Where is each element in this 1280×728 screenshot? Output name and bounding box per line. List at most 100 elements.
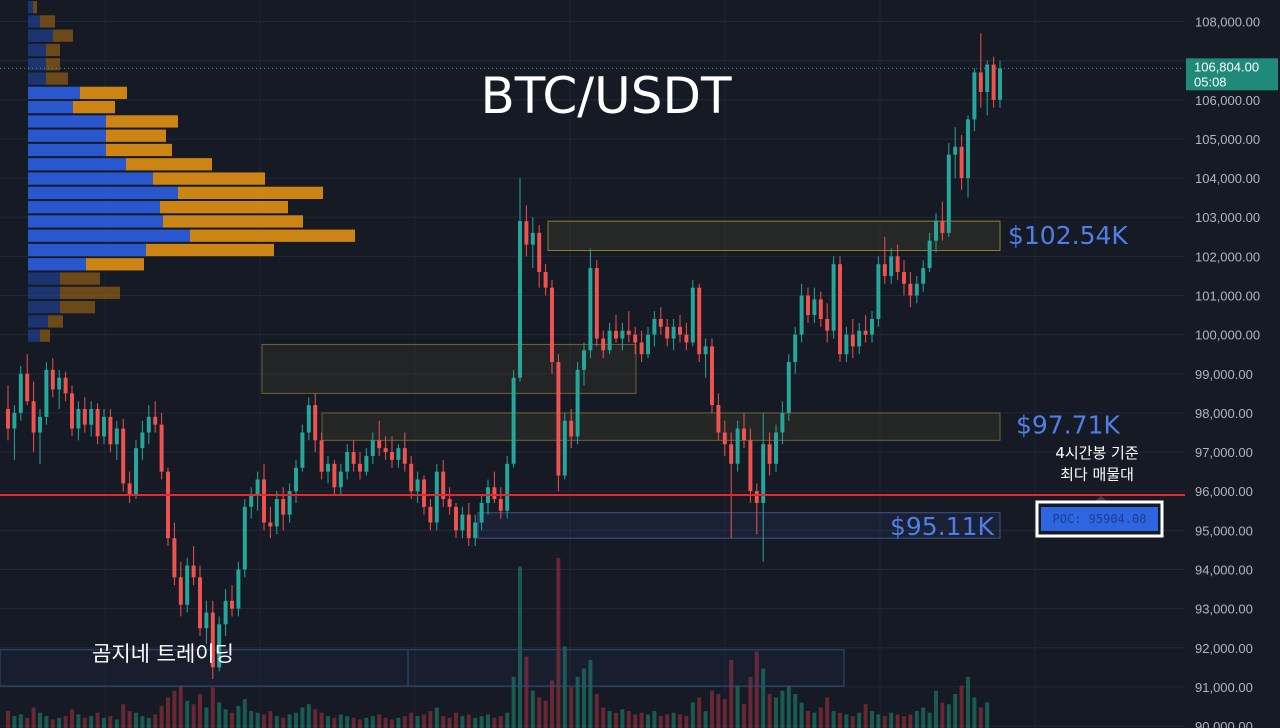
candle-body xyxy=(556,362,561,476)
volume-bar xyxy=(185,700,190,728)
volume-bar xyxy=(441,716,446,728)
volume-bar xyxy=(460,716,465,728)
candle-body xyxy=(991,64,996,100)
volume-bar xyxy=(722,699,727,728)
candle-body xyxy=(863,330,868,335)
candle-body xyxy=(966,119,970,179)
volume-bar xyxy=(594,694,599,728)
candle-body xyxy=(127,483,132,496)
volume-bar xyxy=(934,690,938,728)
candle-body xyxy=(326,463,330,472)
candle-body xyxy=(857,330,862,347)
candle-body xyxy=(601,338,606,351)
volume-bar xyxy=(274,716,279,728)
candle-body xyxy=(223,600,228,625)
candle-body xyxy=(537,232,542,273)
volume-bar xyxy=(249,711,254,728)
volume-bar xyxy=(50,719,55,728)
level-zone xyxy=(321,412,1001,441)
volume-profile-buy-bar xyxy=(28,272,60,285)
y-tick-label: 94,000.00 xyxy=(1195,562,1253,577)
candle-body xyxy=(562,420,567,476)
y-tick-label: 98,000.00 xyxy=(1195,406,1253,421)
y-tick-label: 100,000.00 xyxy=(1195,328,1260,343)
candle-body xyxy=(761,444,766,503)
volume-bar xyxy=(166,697,170,728)
volume-profile-sell-bar xyxy=(106,115,178,128)
candle-body xyxy=(460,514,465,531)
volume-profile-buy-bar xyxy=(28,29,53,42)
candle-body xyxy=(710,346,714,406)
poc-box xyxy=(1041,507,1158,531)
candle-body xyxy=(6,409,10,429)
volume-bar xyxy=(114,719,119,728)
candle-body xyxy=(50,369,55,390)
candle-body xyxy=(620,330,625,339)
volume-bar xyxy=(639,712,644,728)
volume-bar xyxy=(902,716,906,728)
y-tick-label: 101,000.00 xyxy=(1195,289,1260,304)
candle-body xyxy=(25,373,30,402)
volume-bar xyxy=(665,714,670,728)
candle-body xyxy=(588,268,593,351)
volume-bar xyxy=(556,558,561,728)
volume-bar xyxy=(658,716,663,728)
candle-body xyxy=(230,600,234,609)
candle-body xyxy=(985,64,990,92)
volume-bar xyxy=(466,714,471,728)
volume-bar xyxy=(620,709,625,728)
candle-body xyxy=(377,440,382,449)
volume-profile-buy-bar xyxy=(28,258,86,271)
volume-profile-sell-bar xyxy=(126,158,212,171)
volume-bar xyxy=(153,714,158,728)
candle-body xyxy=(972,72,977,120)
volume-bar xyxy=(63,716,68,728)
volume-bar xyxy=(562,646,567,728)
candle-body xyxy=(940,221,945,233)
volume-bar xyxy=(76,714,81,728)
volume-bar xyxy=(281,717,286,728)
volume-bar xyxy=(812,712,817,728)
candle-body xyxy=(665,326,670,339)
candle-body xyxy=(358,463,362,472)
volume-bar xyxy=(703,711,708,728)
volume-bar xyxy=(217,702,222,728)
candle-body xyxy=(454,506,458,531)
volume-profile xyxy=(28,1,355,342)
volume-bar xyxy=(121,704,126,728)
last-price-tag xyxy=(1186,58,1278,91)
volume-profile-sell-bar xyxy=(48,315,63,328)
poc-note-line1: 4시간봉 기준 xyxy=(1055,444,1139,462)
volume-bar xyxy=(204,707,209,728)
demand-zone xyxy=(0,649,409,687)
volume-bar xyxy=(236,705,241,728)
candle-body xyxy=(498,499,503,511)
candle-body xyxy=(652,318,657,335)
candle-body xyxy=(793,334,798,363)
candle-body xyxy=(166,471,170,539)
candle-body xyxy=(178,577,183,605)
candle-body xyxy=(466,514,471,539)
candle-body xyxy=(767,444,772,464)
volume-profile-sell-bar xyxy=(40,329,50,342)
candle-body xyxy=(978,72,983,92)
poc-box-frame xyxy=(1035,500,1164,538)
candle-body xyxy=(210,612,215,668)
volume-bar xyxy=(313,709,318,728)
candle-body xyxy=(332,463,337,488)
volume-profile-sell-bar xyxy=(163,215,303,228)
candle-body xyxy=(889,256,894,276)
candle-body xyxy=(729,444,734,464)
candle-body xyxy=(441,471,446,500)
candle-body xyxy=(882,264,887,276)
volume-bar xyxy=(498,716,503,728)
candle-body xyxy=(876,264,881,319)
volume-bar xyxy=(210,687,215,728)
price-axis: 108,000.00 106,000.00 105,000.00 104,000.00… xyxy=(1185,0,1280,728)
candle-body xyxy=(735,428,740,464)
volume-profile-buy-bar xyxy=(28,143,106,157)
candle-body xyxy=(242,506,247,570)
volume-bar xyxy=(946,704,951,728)
volume-bar xyxy=(646,714,650,728)
